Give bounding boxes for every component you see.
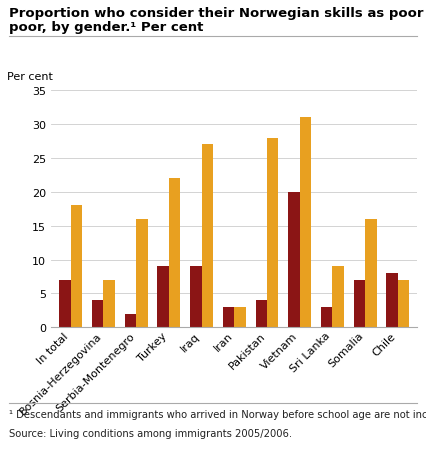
Bar	[190, 267, 201, 328]
Bar	[354, 280, 365, 328]
Bar	[136, 219, 148, 328]
Bar	[256, 301, 267, 328]
Bar	[169, 179, 180, 328]
Text: ¹ Descendants and immigrants who arrived in Norway before school age are not inc: ¹ Descendants and immigrants who arrived…	[9, 410, 426, 420]
Bar	[234, 307, 246, 328]
Bar	[267, 138, 279, 328]
Text: Proportion who consider their Norwegian skills as poor or very: Proportion who consider their Norwegian …	[9, 7, 426, 20]
Bar	[288, 192, 300, 328]
Bar	[71, 206, 82, 328]
Bar	[332, 267, 344, 328]
Text: poor, by gender.¹ Per cent: poor, by gender.¹ Per cent	[9, 20, 203, 34]
Bar	[59, 280, 71, 328]
Bar	[201, 145, 213, 328]
Bar	[321, 307, 332, 328]
Bar	[223, 307, 234, 328]
Bar	[92, 301, 104, 328]
Text: Per cent: Per cent	[7, 71, 53, 81]
Bar	[158, 267, 169, 328]
Text: Source: Living conditions among immigrants 2005/2006.: Source: Living conditions among immigran…	[9, 428, 292, 438]
Bar	[125, 314, 136, 328]
Bar	[300, 118, 311, 328]
Bar	[365, 219, 377, 328]
Bar	[398, 280, 409, 328]
Bar	[386, 273, 398, 328]
Bar	[104, 280, 115, 328]
